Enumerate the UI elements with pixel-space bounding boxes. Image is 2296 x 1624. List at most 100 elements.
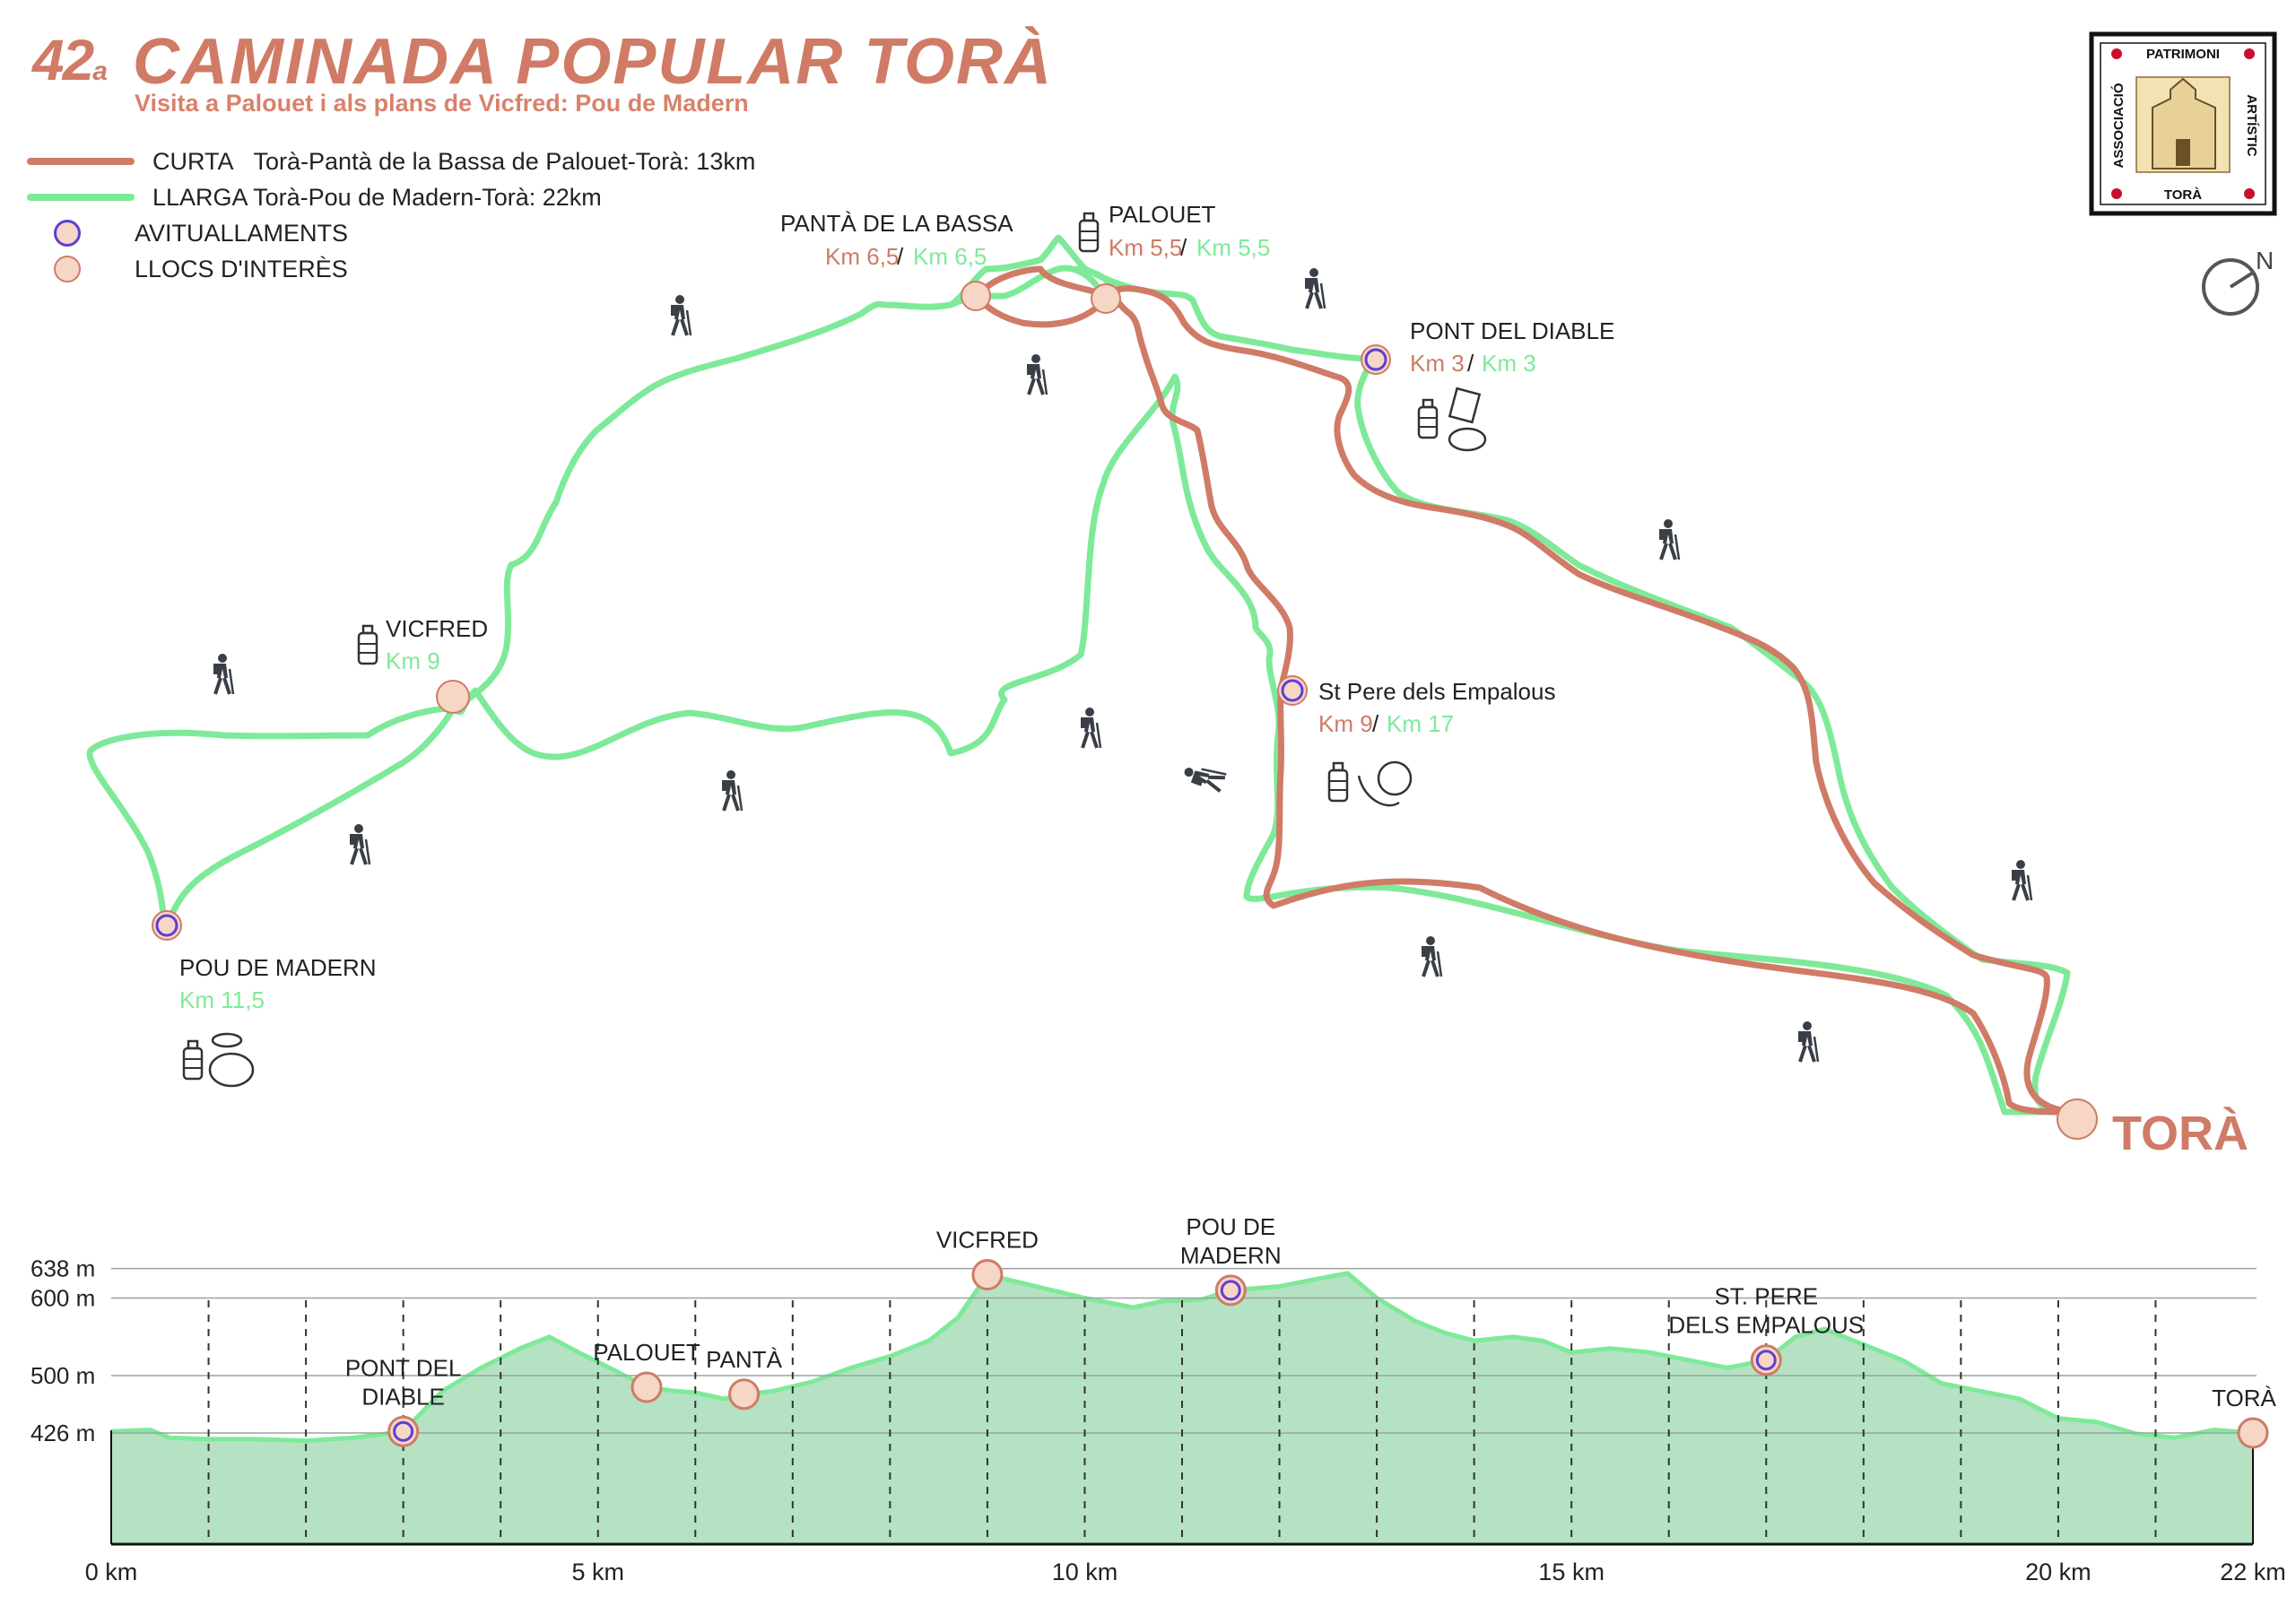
km-short: Km 3 bbox=[1410, 350, 1465, 377]
profile-marker bbox=[971, 1259, 1004, 1291]
legend-item-long: LLARGA Torà-Pou de Madern-Torà: 22km bbox=[27, 179, 755, 215]
legend-item-poi: LLOCS D'INTERÈS bbox=[27, 251, 755, 287]
legend-aid-name: AVITUALLAMENTS bbox=[135, 219, 349, 247]
hiker-icon bbox=[1796, 1020, 1820, 1064]
short-route-swatch bbox=[27, 158, 135, 165]
profile-marker-label: TORÀ bbox=[2212, 1385, 2276, 1411]
profile-x-ticks: 0 km 5 km 10 km 15 km 20 km 22 km bbox=[85, 1559, 2286, 1585]
profile-marker-label: MADERN bbox=[1180, 1242, 1282, 1269]
hiker-icon bbox=[1303, 266, 1326, 310]
profile-marker-label: PANTÀ bbox=[706, 1346, 782, 1373]
km-separator: / bbox=[897, 243, 904, 270]
x-tick-label: 5 km bbox=[571, 1559, 624, 1585]
compass-label: N bbox=[2256, 247, 2274, 274]
church-building-icon bbox=[2152, 77, 2216, 169]
aid-station-icon bbox=[54, 220, 81, 247]
vicfred-marker[interactable] bbox=[436, 680, 470, 714]
km-separator: / bbox=[1372, 710, 1379, 737]
x-tick-label: 20 km bbox=[2025, 1559, 2092, 1585]
profile-area bbox=[111, 1272, 2253, 1544]
x-tick-label: 22 km bbox=[2220, 1559, 2286, 1585]
profile-grid bbox=[110, 1267, 2257, 1546]
aid-ring-icon bbox=[1220, 1280, 1241, 1301]
hiker-icon bbox=[1079, 706, 1102, 750]
label-pou-madern: POU DE MADERN bbox=[179, 954, 377, 981]
y-tick-label: 600 m bbox=[30, 1285, 95, 1312]
label-pont-diable: PONT DEL DIABLE bbox=[1410, 317, 1614, 344]
profile-marker bbox=[631, 1371, 663, 1403]
aid-ring-icon bbox=[1281, 679, 1304, 702]
hiker-icon bbox=[1657, 517, 1681, 561]
y-tick-label: 500 m bbox=[30, 1362, 95, 1389]
long-route-swatch bbox=[27, 194, 135, 201]
sausage-icon bbox=[211, 1032, 243, 1048]
hiker-icon bbox=[1420, 934, 1443, 978]
map-legend: CURTA Torà-Pantà de la Bassa de Palouet-T… bbox=[27, 143, 755, 287]
legend-long-desc: Torà-Pou de Madern-Torà: 22km bbox=[253, 183, 602, 211]
rose-icon bbox=[2244, 48, 2255, 59]
edition-number: 42a bbox=[32, 28, 108, 92]
aid-ring-icon bbox=[1755, 1350, 1777, 1371]
profile-y-ticks: 426 m 500 m 600 m 638 m bbox=[30, 1255, 95, 1446]
km-long: Km 6,5 bbox=[913, 243, 987, 270]
legend-long-name: LLARGA bbox=[152, 183, 248, 211]
rose-icon bbox=[2111, 48, 2122, 59]
page-title: CAMINADA POPULAR TORÀ bbox=[133, 26, 1053, 98]
water-bottle-icon bbox=[1078, 212, 1100, 253]
legend-short-desc: Torà-Pantà de la Bassa de Palouet-Torà: … bbox=[253, 147, 756, 175]
km-short: Km 9 bbox=[1318, 710, 1373, 737]
tora-marker[interactable] bbox=[2057, 1099, 2098, 1140]
x-tick-label: 0 km bbox=[85, 1559, 138, 1585]
km-separator: / bbox=[1467, 350, 1474, 377]
y-tick-label: 426 m bbox=[30, 1420, 95, 1446]
km-long: Km 5,5 bbox=[1196, 234, 1270, 261]
km-long: Km 17 bbox=[1387, 710, 1454, 737]
legend-item-aid: AVITUALLAMENTS bbox=[27, 215, 755, 251]
km-long: Km 11,5 bbox=[179, 986, 265, 1013]
rose-icon bbox=[2111, 188, 2122, 199]
logo-right-text: ARTÍSTIC bbox=[2244, 94, 2259, 156]
profile-marker-label: VICFRED bbox=[936, 1227, 1039, 1254]
water-bottle-icon bbox=[182, 1039, 204, 1081]
logo-bottom-text: TORÀ bbox=[2164, 187, 2202, 203]
x-tick-label: 15 km bbox=[1538, 1559, 1605, 1585]
x-tick-label: 10 km bbox=[1052, 1559, 1118, 1585]
profile-marker-label: PALOUET bbox=[593, 1339, 700, 1366]
point-of-interest-icon bbox=[54, 256, 81, 282]
elevation-profile: 426 m 500 m 600 m 638 m 0 km 5 km 10 km 15 km 2… bbox=[30, 1213, 2286, 1585]
hiker-icon bbox=[212, 652, 235, 696]
compass-icon: N bbox=[2202, 247, 2274, 316]
bread-icon bbox=[208, 1052, 255, 1088]
aid-ring-icon bbox=[155, 914, 178, 937]
km-separator: / bbox=[1180, 234, 1187, 261]
hiker-icon bbox=[348, 822, 371, 866]
water-bottle-icon bbox=[1417, 398, 1439, 439]
panta-marker[interactable] bbox=[961, 281, 991, 311]
y-tick-label: 638 m bbox=[30, 1255, 95, 1282]
profile-marker-label: DELS EMPALOUS bbox=[1668, 1312, 1864, 1339]
aid-ring-icon bbox=[1364, 348, 1387, 371]
label-tora: TORÀ bbox=[2112, 1107, 2248, 1160]
hiker-icon bbox=[720, 769, 744, 812]
rose-icon bbox=[2244, 188, 2255, 199]
palouet-marker[interactable] bbox=[1091, 283, 1121, 314]
hiker-icon bbox=[669, 293, 692, 337]
hiker-icon bbox=[1025, 352, 1048, 396]
water-bottle-icon bbox=[1327, 761, 1349, 803]
profile-marker-label: POU DE bbox=[1186, 1213, 1275, 1240]
legend-item-short: CURTA Torà-Pantà de la Bassa de Palouet-T… bbox=[27, 143, 755, 179]
km-short: Km 6,5 bbox=[825, 243, 899, 270]
label-panta: PANTÀ DE LA BASSA bbox=[780, 210, 1013, 237]
label-palouet: PALOUET bbox=[1109, 201, 1216, 228]
logo-left-text: ASSOCIACIÓ bbox=[2110, 83, 2126, 168]
faller-icon bbox=[1179, 759, 1229, 795]
legend-short-name: CURTA bbox=[152, 147, 234, 175]
profile-marker bbox=[2237, 1417, 2269, 1449]
banana-icon bbox=[1357, 775, 1400, 807]
water-bottle-icon bbox=[357, 624, 378, 665]
logo-top-text: PATRIMONI bbox=[2146, 47, 2220, 62]
profile-marker bbox=[728, 1378, 761, 1411]
bread-icon bbox=[1448, 427, 1487, 452]
label-stpere: St Pere dels Empalous bbox=[1318, 678, 1555, 705]
